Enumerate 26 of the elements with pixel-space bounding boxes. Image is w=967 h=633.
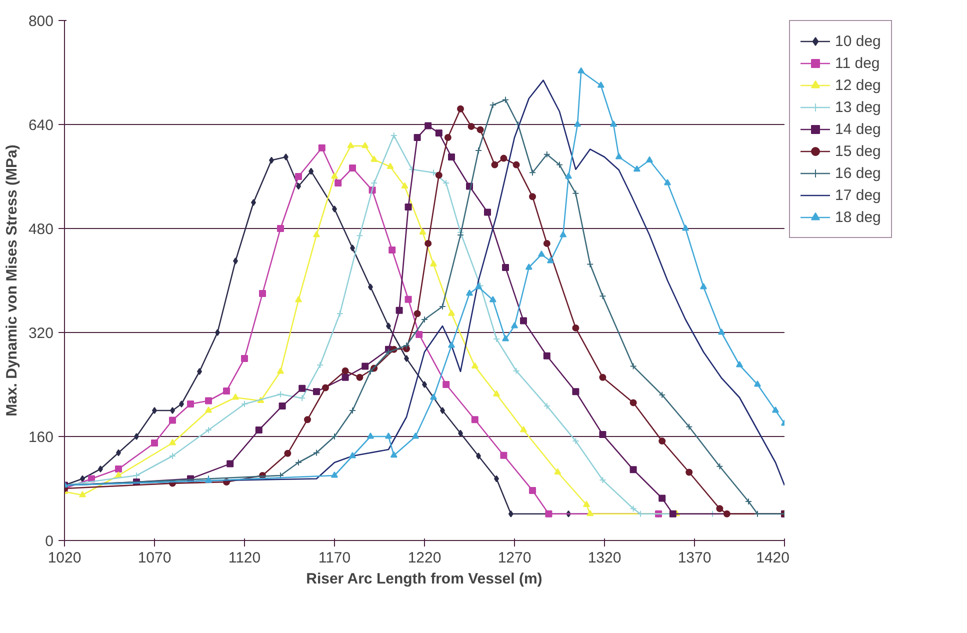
x-tick-label: 1270 [498, 550, 532, 566]
y-tick-label: 160 [28, 429, 54, 446]
x-tick-label: 1070 [138, 550, 172, 566]
legend-label: 17 deg [835, 186, 881, 204]
legend-label: 11 deg [835, 54, 880, 72]
x-tick-label: 1020 [48, 550, 82, 566]
legend-label: 15 deg [835, 142, 881, 160]
x-axis-title: Riser Arc Length from Vessel (m) [306, 570, 542, 588]
y-tick-label: 0 [45, 533, 54, 550]
legend-label: 14 deg [835, 120, 881, 138]
legend-label: 10 deg [835, 32, 881, 50]
y-axis-title: Max. Dynamic von Mises Stress (MPa) [3, 144, 20, 416]
x-tick-label: 1120 [228, 550, 261, 566]
y-tick-label: 320 [28, 325, 54, 342]
x-tick-label: 1320 [588, 550, 622, 566]
legend-label: 18 deg [835, 208, 881, 226]
y-tick-label: 800 [28, 13, 54, 30]
y-tick-label: 480 [28, 221, 54, 238]
y-tick-label: 640 [28, 117, 54, 134]
x-tick-label: 1220 [408, 550, 442, 566]
legend-label: 16 deg [835, 164, 881, 182]
legend-label: 12 deg [835, 76, 881, 94]
x-tick-label: 1420 [756, 550, 790, 566]
x-tick-label: 1170 [318, 550, 351, 566]
legend-label: 13 deg [835, 98, 881, 116]
x-tick-label: 1370 [678, 550, 712, 566]
